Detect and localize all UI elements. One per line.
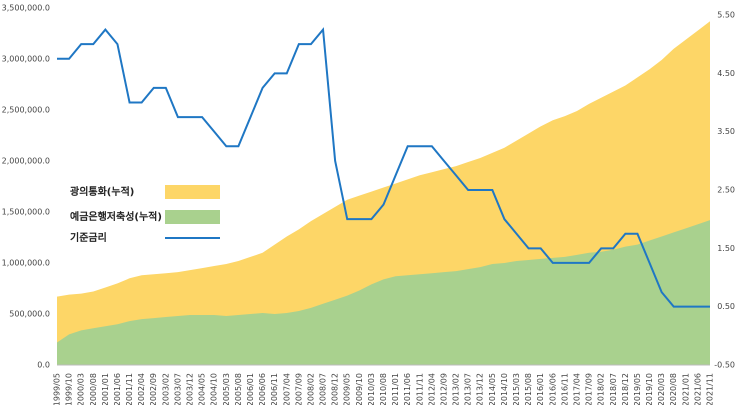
x-tick-label: 2017/04 (572, 373, 581, 405)
x-tick-label: 2003/02 (161, 373, 170, 405)
x-tick-label: 2015/03 (512, 373, 521, 405)
x-tick-label: 2018/02 (597, 373, 606, 405)
y2-tick-label: 3.50 (717, 127, 735, 136)
x-tick-label: 2020/03 (657, 373, 666, 405)
x-tick-label: 2006/11 (270, 373, 279, 405)
legend-label: 기준금리 (70, 231, 107, 244)
x-tick-label: 2000/03 (77, 373, 86, 405)
x-tick-label: 2013/12 (476, 373, 485, 405)
x-tick-label: 2017/09 (585, 373, 594, 405)
legend-label: 예금은행저축성(누적) (70, 210, 162, 223)
x-tick-label: 2008/02 (306, 373, 315, 405)
x-tick-label: 2006/06 (258, 373, 267, 405)
x-tick-label: 2004/05 (198, 373, 207, 405)
x-tick-label: 2016/01 (536, 373, 545, 405)
y2-tick-label: 2.50 (717, 186, 735, 195)
x-tick-label: 2001/06 (113, 373, 122, 405)
y-tick-label: 2,500,000.0 (2, 106, 50, 115)
x-tick-label: 2008/07 (319, 373, 328, 405)
x-tick-label: 2014/10 (500, 373, 509, 405)
line (57, 27, 710, 308)
x-tick-label: 2005/03 (222, 373, 231, 405)
x-tick-label: 2010/03 (367, 373, 376, 405)
y2-tick-label: 4.50 (717, 69, 735, 78)
x-tick-label: 2011/06 (403, 373, 412, 405)
legend-swatch (165, 185, 220, 199)
x-tick-label: 2019/05 (633, 373, 642, 405)
x-tick-label: 2016/11 (560, 373, 569, 405)
x-tick-label: 2005/08 (234, 373, 243, 405)
legend-swatch (165, 210, 220, 224)
x-tick-label: 2001/11 (125, 373, 134, 405)
y2-tick-label: 5.50 (717, 11, 735, 20)
y-tick-label: 1,500,000.0 (2, 208, 50, 217)
x-tick-label: 2011/01 (391, 373, 400, 405)
x-tick-label: 2021/01 (681, 373, 690, 405)
y2-tick-label: 0.50 (717, 302, 735, 311)
x-tick-label: 2011/11 (415, 373, 424, 405)
x-tick-label: 2007/09 (294, 373, 303, 405)
x-tick-label: 1999/05 (53, 373, 62, 405)
y-tick-label: 2,000,000.0 (2, 157, 50, 166)
x-tick-label: 2021/11 (706, 373, 715, 405)
y-tick-label: 3,500,000.0 (2, 4, 50, 13)
y2-tick-label: 1.50 (717, 244, 735, 253)
y2-tick-label: -0.50 (714, 361, 735, 370)
x-tick-label: 2009/05 (343, 373, 352, 405)
x-tick-label: 2003/07 (173, 373, 182, 405)
x-tick-label: 1999/10 (65, 373, 74, 405)
x-tick-label: 2006/01 (246, 373, 255, 405)
area (57, 220, 710, 365)
x-tick-label: 2007/04 (282, 373, 291, 405)
y-tick-label: 3,000,000.0 (2, 55, 50, 64)
x-tick-label: 2019/10 (645, 373, 654, 405)
legend-label: 광의통화(누적) (70, 185, 134, 198)
x-tick-label: 2016/06 (548, 373, 557, 405)
x-tick-label: 2002/04 (137, 373, 146, 405)
x-tick-label: 2018/12 (621, 373, 630, 405)
x-tick-label: 2008/12 (331, 373, 340, 405)
x-tick-label: 2004/10 (210, 373, 219, 405)
y-tick-label: 1,000,000.0 (2, 259, 50, 268)
x-tick-label: 2000/08 (89, 373, 98, 405)
x-tick-label: 2001/01 (101, 373, 110, 405)
y-tick-label: 0.0 (37, 361, 50, 370)
x-tick-label: 2002/09 (149, 373, 158, 405)
x-tick-label: 2021/06 (693, 373, 702, 405)
x-tick-label: 2010/08 (379, 373, 388, 405)
x-tick-label: 2012/04 (427, 373, 436, 405)
x-tick-label: 2020/08 (669, 373, 678, 405)
x-tick-label: 2009/10 (355, 373, 364, 405)
x-tick-label: 2003/12 (186, 373, 195, 405)
x-tick-label: 2013/02 (452, 373, 461, 405)
x-tick-label: 2015/08 (524, 373, 533, 405)
x-tick-label: 2014/05 (488, 373, 497, 405)
x-tick-label: 2012/09 (439, 373, 448, 405)
x-tick-label: 2013/07 (464, 373, 473, 405)
x-tick-label: 2018/07 (609, 373, 618, 405)
y-tick-label: 500,000.0 (9, 310, 50, 319)
